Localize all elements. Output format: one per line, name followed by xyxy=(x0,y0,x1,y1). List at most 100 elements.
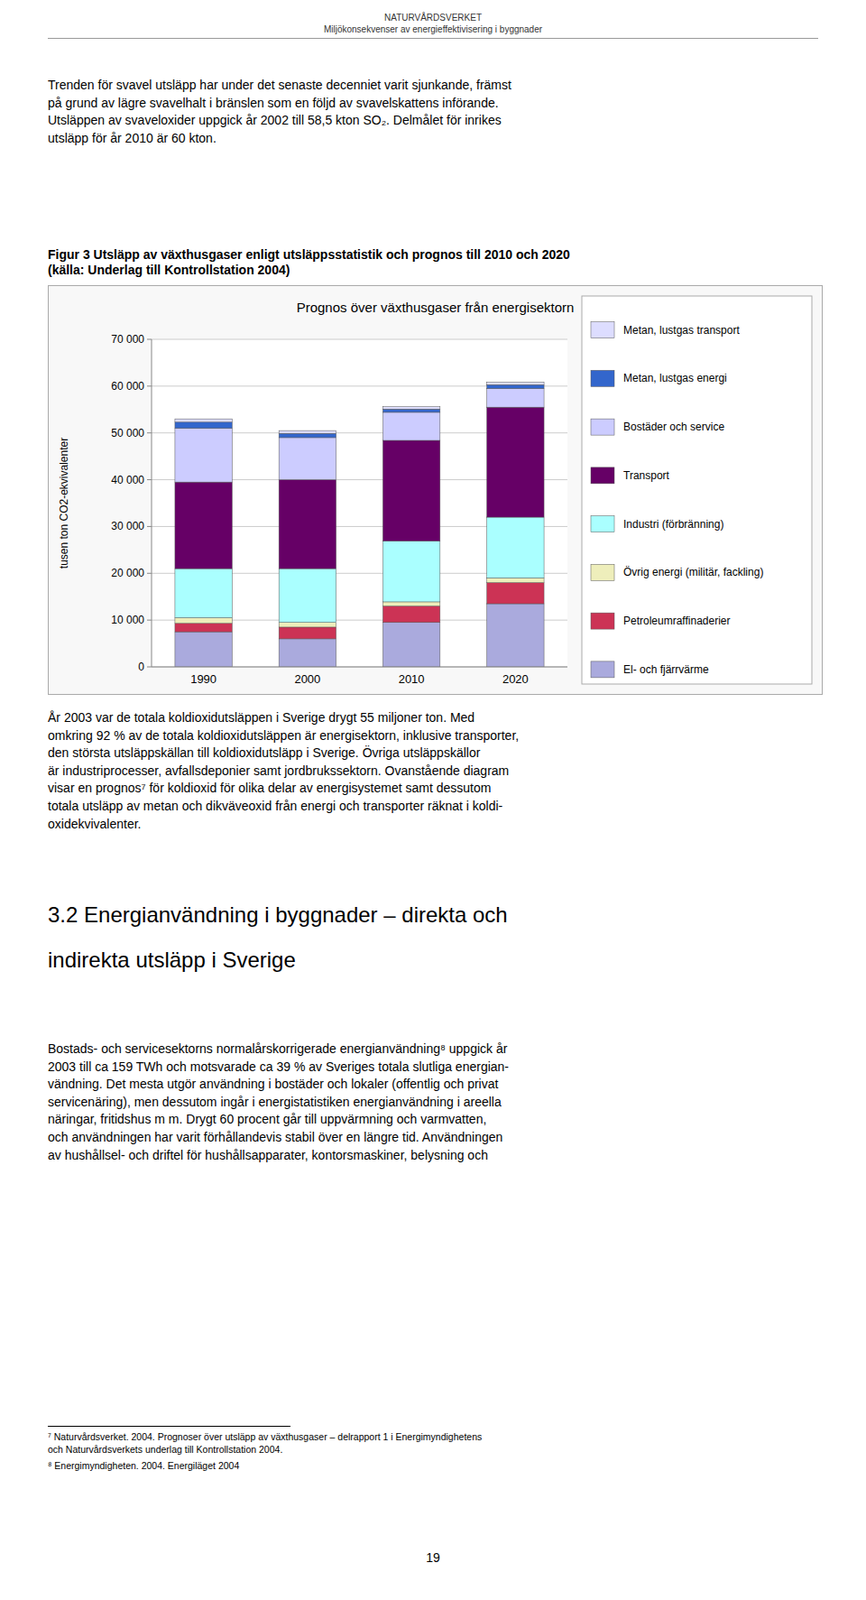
bar-segment xyxy=(278,568,336,623)
bar-segment xyxy=(487,516,544,578)
legend-label: Övrig energi (militär, fackling) xyxy=(623,565,764,579)
header-title: NATURVÅRDSVERKET xyxy=(0,12,866,23)
body-text: och användningen har varit förhållandevi… xyxy=(47,1128,503,1147)
legend-swatch xyxy=(590,515,615,533)
legend-swatch xyxy=(590,563,615,581)
bar-segment xyxy=(175,422,232,429)
bar-segment xyxy=(382,622,440,667)
bars xyxy=(175,382,544,667)
y-tick xyxy=(147,525,152,527)
bar-segment xyxy=(487,382,544,386)
y-tick-label: 10 000 xyxy=(110,613,145,627)
chart: Prognos över växthusgaser från energisek… xyxy=(47,285,823,695)
y-axis xyxy=(151,339,153,667)
y-tick xyxy=(147,619,152,621)
x-tick-label: 2000 xyxy=(294,672,321,686)
section-heading: 3.2 Energianvändning i byggnader – direk… xyxy=(47,902,508,928)
bar-segment xyxy=(175,631,232,667)
bar-segment xyxy=(382,412,440,441)
footnote: ⁷ Naturvårdsverket. 2004. Prognoser över… xyxy=(47,1430,482,1442)
legend-swatch xyxy=(590,418,615,435)
bar-segment xyxy=(487,406,544,517)
legend-label: Industri (förbränning) xyxy=(623,517,724,531)
body-text: vändning. Det mesta utgör användning i b… xyxy=(47,1075,498,1094)
y-tick-label: 60 000 xyxy=(110,379,145,393)
chart-title: Prognos över växthusgaser från energisek… xyxy=(296,299,575,315)
bar-segment xyxy=(175,428,232,483)
y-tick-label: 40 000 xyxy=(110,473,145,487)
legend-label: Petroleumraffinaderier xyxy=(623,614,731,627)
body-text: totala utsläpp av metan och dikväveoxid … xyxy=(47,797,503,816)
bar-segment xyxy=(487,603,544,667)
x-tick-label: 2010 xyxy=(398,672,425,686)
legend-swatch xyxy=(590,612,615,629)
header-rule xyxy=(47,37,819,39)
y-tick xyxy=(147,339,152,341)
section-heading: indirekta utsläpp i Sverige xyxy=(47,947,296,973)
bar-segment xyxy=(487,387,544,407)
bar-segment xyxy=(278,622,336,627)
bar-segment xyxy=(278,479,336,570)
x-tick-label: 1990 xyxy=(190,672,217,686)
grid xyxy=(151,339,568,667)
y-tick-label: 30 000 xyxy=(110,519,145,533)
body-text: näringar, fritidshus m m. Drygt 60 proce… xyxy=(47,1110,487,1129)
y-tick-label: 0 xyxy=(138,660,145,673)
bar-segment xyxy=(278,638,336,667)
y-tick xyxy=(147,432,152,433)
body-text: oxidekvivalenter. xyxy=(47,815,142,834)
y-tick xyxy=(147,479,152,480)
body-text: av hushållsel- och driftel för hushållsa… xyxy=(47,1146,489,1165)
bar-segment xyxy=(175,623,232,632)
body-text: Trenden för svavel utsläpp har under det… xyxy=(47,76,512,148)
footnote-rule xyxy=(47,1425,291,1427)
y-tick xyxy=(147,385,152,387)
page-number: 19 xyxy=(0,1549,866,1565)
bar-segment xyxy=(175,481,232,569)
caption: Figur 3 Utsläpp av växthusgaser enligt u… xyxy=(47,247,571,262)
bar-segment xyxy=(487,384,544,388)
plot-area xyxy=(151,339,568,667)
body-text: År 2003 var de totala koldioxidutsläppen… xyxy=(47,709,475,728)
footnote: ⁸ Energimyndigheten. 2004. Energiläget 2… xyxy=(47,1459,240,1471)
legend-label: Metan, lustgas energi xyxy=(623,371,728,385)
bar-segment xyxy=(278,430,336,433)
bar-segment xyxy=(278,626,336,639)
x-tick-label: 2020 xyxy=(502,672,529,686)
body-text: servicenäring), men dessutom ingår i ene… xyxy=(47,1093,502,1112)
y-tick xyxy=(147,572,152,574)
legend-swatch xyxy=(590,369,615,387)
y-tick-label: 50 000 xyxy=(110,426,145,440)
legend-label: Bostäder och service xyxy=(623,420,725,433)
bar-segment xyxy=(175,568,232,618)
body-text: är industriprocesser, avfallsdeponier sa… xyxy=(47,762,509,781)
y-tick-label: 20 000 xyxy=(110,566,145,580)
x-axis xyxy=(151,666,568,668)
bar-segment xyxy=(382,406,440,410)
legend: Metan, lustgas transportMetan, lustgas e… xyxy=(581,295,812,684)
legend-label: Transport xyxy=(623,469,671,482)
y-tick xyxy=(147,666,152,668)
bar-segment xyxy=(175,418,232,423)
bar-segment xyxy=(487,577,544,582)
caption: (källa: Underlag till Kontrollstation 20… xyxy=(47,262,290,277)
body-text: visar en prognos⁷ för koldioxid för olik… xyxy=(47,779,491,798)
body-text: den största utsläppskällan till koldioxi… xyxy=(47,744,480,763)
bar-segment xyxy=(382,440,440,541)
footnote: och Naturvårdsverkets underlag till Kont… xyxy=(47,1443,283,1455)
bar-segment xyxy=(175,617,232,624)
y-axis-label: tusen ton CO2-ekvivalenter xyxy=(57,437,71,569)
legend-label: El- och fjärrvärme xyxy=(623,663,710,676)
legend-box xyxy=(581,295,812,684)
legend-swatch xyxy=(590,661,615,678)
grid-line xyxy=(151,339,568,341)
bar-segment xyxy=(382,541,440,602)
header-subtitle: Miljökonsekvenser av energieffektiviseri… xyxy=(0,24,866,35)
bar-segment xyxy=(382,601,440,607)
panel xyxy=(48,285,823,695)
bar-segment xyxy=(278,433,336,438)
legend-swatch xyxy=(590,322,615,339)
bar-segment xyxy=(382,408,440,413)
bar-segment xyxy=(487,582,544,604)
grid-line xyxy=(151,666,568,668)
